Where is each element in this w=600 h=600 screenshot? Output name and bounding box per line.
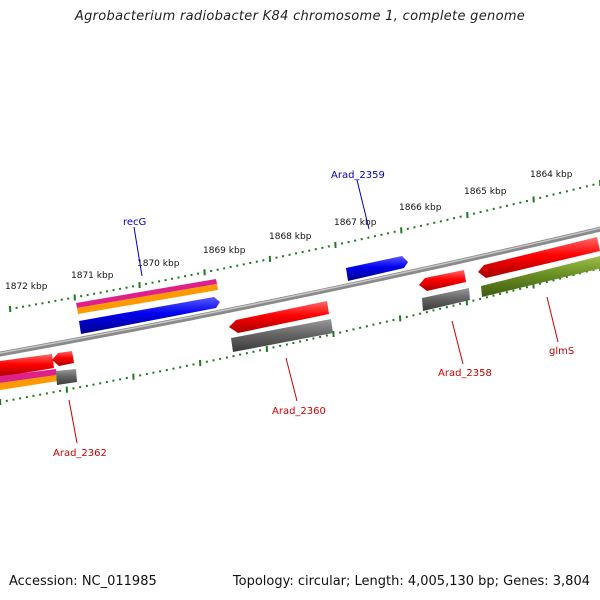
Arad_2362-orange-band (0, 375, 58, 390)
gene-glmS-stack[interactable] (478, 237, 600, 297)
ruler-label-1871: 1871 kbp (71, 271, 114, 281)
outer-ruler (9, 180, 600, 313)
gene-Arad_2360[interactable] (229, 301, 329, 333)
gene-Arad_2360-stack[interactable] (229, 301, 333, 352)
ruler-label-1865: 1865 kbp (464, 187, 507, 197)
gene-glmS[interactable] (478, 237, 600, 278)
accession-text: Accession: NC_011985 (9, 574, 157, 589)
gene-Arad_2362-stack[interactable] (0, 351, 77, 390)
Arad_2362-callout-line (68, 399, 78, 444)
label-Arad_2359: Arad_2359 (331, 170, 385, 181)
ruler-label-1867: 1867 kbp (334, 218, 377, 228)
Arad_2362-gray-band (56, 369, 77, 385)
glmS-olive-band (481, 256, 600, 297)
ruler-label-1869: 1869 kbp (203, 246, 246, 256)
gene-recG[interactable] (79, 297, 220, 334)
gene-Arad_2359[interactable] (346, 256, 408, 281)
Arad_2359-callout-line (356, 179, 370, 230)
glmS-callout-line (546, 296, 559, 343)
chromosome-backbone (0, 226, 600, 357)
recG-callout-line (133, 226, 143, 277)
recG-magenta-band (76, 279, 217, 308)
recG-orange-band (77, 284, 218, 314)
ruler-label-1872: 1872 kbp (5, 282, 48, 292)
label-glmS: glmS (549, 346, 574, 357)
genome-summary-text: Topology: circular; Length: 4,005,130 bp… (232, 574, 590, 589)
ruler-label-1864: 1864 kbp (530, 170, 573, 180)
Arad_2360-gray-band (231, 319, 333, 352)
gene-recG-stack[interactable] (76, 279, 220, 334)
ruler-label-1866: 1866 kbp (399, 203, 442, 213)
ruler-label-1868: 1868 kbp (269, 232, 312, 242)
gene-Arad_2358-stack[interactable] (419, 270, 470, 311)
Arad_2362-magenta-band (0, 369, 57, 383)
label-Arad_2362: Arad_2362 (53, 448, 107, 459)
label-recG: recG (123, 217, 146, 228)
label-Arad_2360: Arad_2360 (272, 406, 326, 417)
label-Arad_2358: Arad_2358 (438, 368, 492, 379)
genome-title: Agrobacterium radiobacter K84 chromosome… (74, 9, 526, 24)
Arad_2358-callout-line (451, 320, 464, 365)
ruler-label-1870: 1870 kbp (137, 259, 180, 269)
Arad_2362-small-arrow (52, 351, 74, 366)
chromosome-backbone-highlight (0, 227, 600, 354)
Arad_2358-gray-band (422, 288, 470, 311)
gene-Arad_2362[interactable] (0, 354, 54, 377)
gene-Arad_2358[interactable] (419, 270, 466, 291)
Arad_2360-callout-line (285, 357, 298, 402)
